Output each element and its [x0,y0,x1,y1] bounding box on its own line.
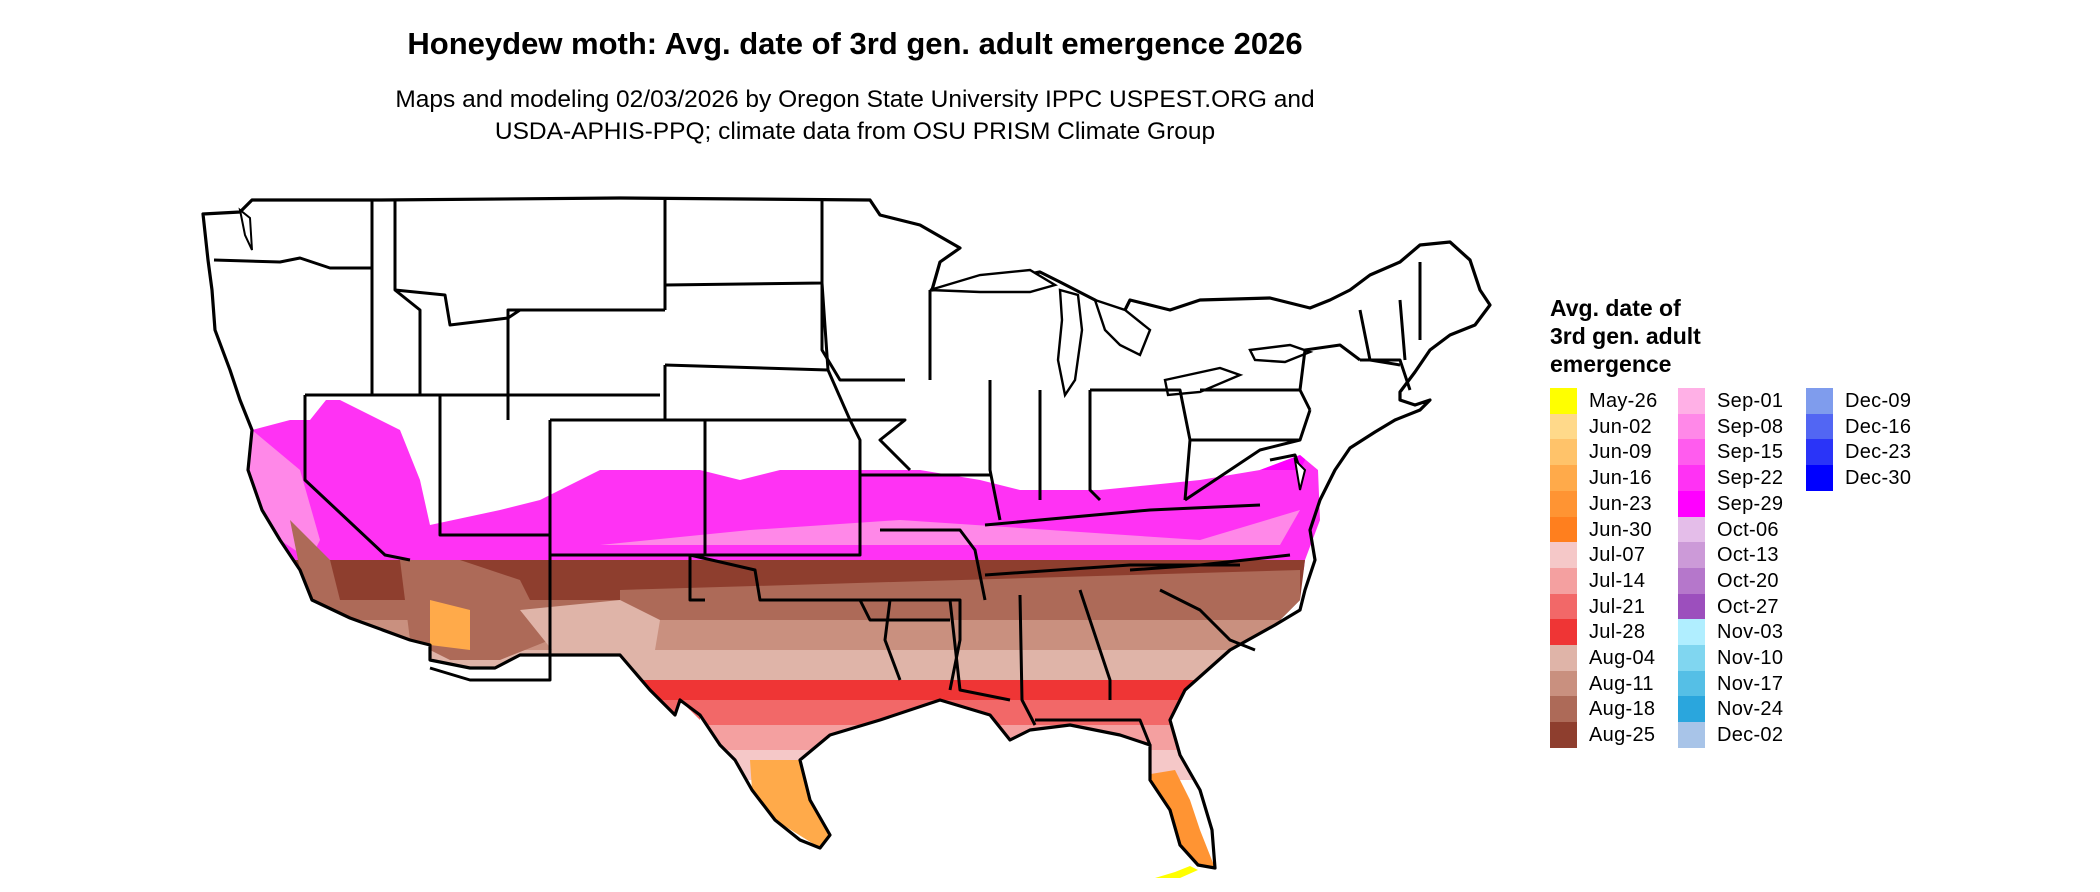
legend-label: Oct-06 [1717,518,1779,541]
legend-swatch [1806,465,1833,492]
legend-label: Sep-29 [1717,492,1784,515]
legend-label: Nov-10 [1717,647,1784,669]
legend-label: Jul-14 [1589,569,1646,592]
legend-label: Jun-16 [1589,467,1652,490]
legend-label: Sep-08 [1717,415,1784,438]
legend-swatch [1550,670,1577,697]
legend-swatch [1806,413,1833,440]
legend-swatch [1550,645,1577,671]
map-title: Honeydew moth: Avg. date of 3rd gen. adu… [407,26,1303,61]
legend-label: Oct-20 [1717,569,1779,592]
legend-label: Dec-16 [1845,415,1912,438]
legend-swatch [1550,388,1577,414]
legend-swatch [1678,388,1705,414]
legend-label: Sep-01 [1717,390,1784,412]
legend-label: Jun-30 [1589,518,1652,541]
legend-swatch [1678,619,1705,646]
legend-label: Dec-02 [1717,724,1784,747]
legend-swatch [1678,722,1705,749]
legend-label: May-26 [1589,390,1658,412]
legend-swatch [1678,439,1705,466]
legend-swatch [1806,388,1833,414]
legend-swatch [1550,542,1577,569]
legend-label: Nov-24 [1717,698,1784,721]
legend-label: Nov-17 [1717,672,1784,695]
legend-label: Dec-30 [1845,467,1912,490]
legend-label: Aug-11 [1589,672,1654,695]
legend-swatch [1678,645,1705,671]
legend-swatch [1678,490,1705,517]
us-emergence-map [201,196,1492,878]
legend-swatch [1678,542,1705,569]
legend-swatch [1550,516,1577,543]
legend-swatch [1550,619,1577,646]
legend-title-line-1: Avg. date of [1550,295,1681,321]
emergence-color-field [248,400,1320,868]
legend-swatch [1806,439,1833,466]
legend-label: Oct-27 [1717,595,1779,618]
legend-swatch [1678,696,1705,723]
state-borders [213,200,1422,746]
legend-swatch [1678,670,1705,697]
map-subtitle: Maps and modeling 02/03/2026 by Oregon S… [0,84,1710,148]
legend-label: Aug-25 [1589,724,1656,747]
legend-label: Oct-13 [1717,544,1779,567]
chesapeake-bay [1293,457,1307,491]
legend-label: Jun-02 [1589,415,1652,438]
legend-swatch [1678,516,1705,543]
legend-swatch [1678,413,1705,440]
legend-label: Aug-18 [1589,698,1656,721]
legend-label: Jun-09 [1589,441,1652,464]
legend-label: Sep-15 [1717,441,1784,464]
legend-swatch [1550,722,1577,749]
legend-title-line-3: emergence [1550,351,1672,377]
legend-label: Nov-03 [1717,621,1784,644]
legend-label: Jun-23 [1589,492,1652,515]
legend-swatch [1678,567,1705,594]
legend-label: Jul-28 [1589,621,1646,644]
legend-swatch [1550,567,1577,594]
legend-swatch [1550,439,1577,466]
legend-label: Aug-04 [1589,647,1656,669]
florida-keys [1155,866,1198,878]
great-lakes [929,268,1314,399]
legend-swatch [1550,465,1577,492]
legend-swatch [1678,593,1705,620]
legend-swatch [1678,465,1705,492]
legend-title-line-2: 3rd gen. adult [1550,323,1701,349]
legend-label: Sep-22 [1717,467,1784,490]
subtitle-line-2: USDA-APHIS-PPQ; climate data from OSU PR… [494,118,1216,145]
legend-label: Jul-21 [1589,595,1646,618]
legend-label: Jul-07 [1589,544,1646,567]
puget-sound [238,207,253,251]
subtitle-line-1: Maps and modeling 02/03/2026 by Oregon S… [395,86,1315,113]
legend-swatch [1550,490,1577,517]
legend-swatch [1550,696,1577,723]
legend-swatch [1550,593,1577,620]
legend-title: Avg. date of 3rd gen. adult emergence [1550,294,1770,378]
legend-swatch [1550,413,1577,440]
legend-label: Dec-23 [1845,441,1912,464]
legend-label: Dec-09 [1845,390,1912,412]
